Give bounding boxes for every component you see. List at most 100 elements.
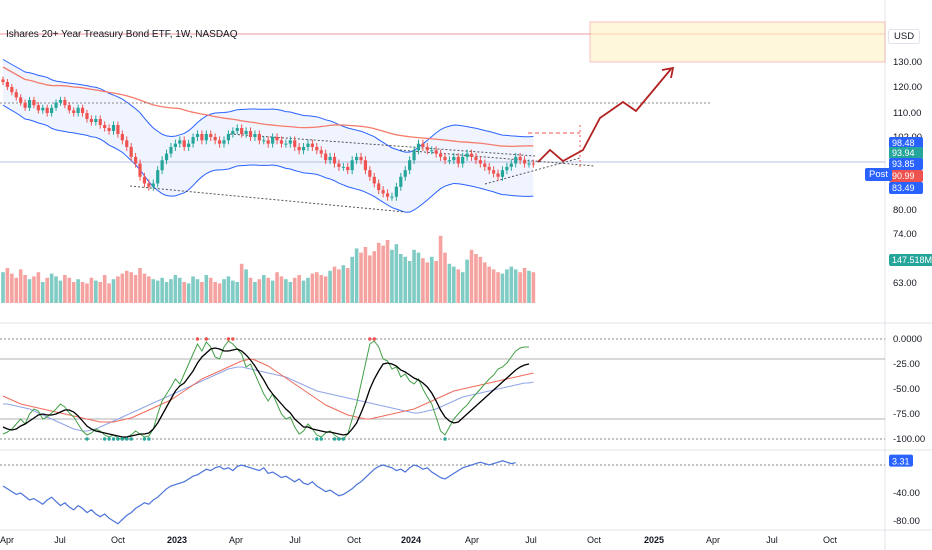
volume-bar [151, 279, 156, 303]
oscillator-axis-label: -75.00 [893, 409, 920, 420]
candle-body [341, 166, 345, 168]
candle-body [315, 146, 319, 151]
volume-bar [452, 266, 456, 303]
lower-value-tag [889, 454, 913, 467]
volume-bar [319, 275, 324, 303]
price-tag-label: 90.99 [892, 171, 915, 181]
price-axis-label: 80.00 [893, 205, 917, 216]
candle-body [164, 153, 169, 161]
candle-body [425, 146, 429, 151]
candle-body [120, 134, 124, 141]
trend-line [229, 133, 536, 157]
osc-oversold-dot [443, 437, 447, 441]
candle-body [522, 160, 527, 164]
osc-oversold-dot [85, 437, 89, 441]
candle-body [5, 82, 10, 87]
candle-body [111, 125, 116, 131]
price-tag [889, 137, 923, 149]
candle-body [461, 156, 465, 164]
volume-bar [253, 282, 257, 303]
band-fill [3, 59, 534, 213]
candle-body [430, 150, 434, 152]
volume-bar [257, 279, 262, 303]
time-axis-label: Oct [111, 535, 126, 545]
lower-line [2, 460, 516, 525]
volume-bar [434, 261, 438, 303]
time-axis-label: 2023 [167, 535, 187, 545]
volume-bar [18, 269, 23, 303]
candle-body [116, 125, 120, 134]
candle-body [487, 166, 491, 171]
post-label: Post [865, 168, 893, 181]
volume-bar [71, 282, 76, 303]
oscillator-axis-label: -25.00 [893, 359, 920, 370]
volume-bar [416, 252, 421, 303]
volume-bar [390, 249, 394, 303]
volume-bar [204, 275, 209, 303]
price-tag [889, 147, 923, 159]
volume-bar [359, 252, 363, 303]
price-tag-label: 93.85 [892, 159, 915, 169]
candle-body [301, 146, 306, 151]
lower-axis-label: -80.00 [893, 516, 920, 527]
volume-bar [491, 269, 496, 303]
candle-body [23, 102, 27, 108]
candle-body [262, 140, 266, 142]
volume-bar [474, 254, 478, 303]
time-axis-label: Jul [766, 535, 778, 545]
price-axis-label: 120.00 [893, 82, 922, 93]
time-axis-label: Apr [465, 535, 479, 545]
symbol-title[interactable]: Ishares 20+ Year Treasury Bond ETF, 1W, … [6, 29, 238, 40]
volume-bar [407, 261, 412, 303]
candle-body [231, 131, 235, 134]
candle-body [447, 160, 452, 162]
candle-body [363, 160, 368, 171]
volume-bar [102, 275, 107, 303]
candle-body [187, 143, 191, 147]
candle-body [54, 102, 58, 108]
volume-bar [301, 280, 306, 303]
osc-oversold-dot [107, 437, 111, 441]
candle-body [36, 105, 40, 111]
osc-overbought-dot [368, 337, 372, 341]
candle-body [248, 131, 253, 137]
candle-body [63, 100, 67, 106]
volume-bar [460, 272, 465, 303]
candle-body [209, 134, 213, 137]
trend-line [484, 157, 581, 185]
candle-body [390, 196, 394, 198]
candle-body [103, 125, 107, 128]
volume-bar [147, 276, 151, 303]
time-axis-label: Apr [0, 535, 14, 545]
candle-body [403, 170, 407, 177]
volume-bar [67, 277, 72, 303]
volume-bar [412, 249, 416, 303]
volume-bar [80, 282, 85, 303]
volume-bar [522, 268, 527, 303]
time-axis-label: Jul [54, 535, 66, 545]
candle-body [306, 143, 310, 147]
candle-body [200, 134, 204, 141]
volume-bar [438, 235, 443, 303]
osc-overbought-dot [195, 337, 200, 341]
osc-oversold-dot [319, 437, 323, 441]
volume-bar [244, 269, 248, 303]
volume-bar [155, 280, 160, 303]
osc-signal-line [2, 358, 534, 423]
volume-bar [261, 275, 266, 303]
volume-bar [509, 266, 514, 303]
candle-body [297, 146, 301, 151]
candle-body [355, 156, 359, 161]
volume-bar [173, 275, 178, 303]
volume-bar [394, 244, 399, 303]
price-tag-label: 98.48 [892, 138, 915, 148]
volume-bar [399, 254, 403, 303]
volume-bar [89, 277, 94, 303]
osc-ma-line [3, 366, 534, 432]
time-axis-label: Oct [347, 535, 362, 545]
volume-bar [381, 245, 385, 303]
volume-bar [63, 275, 67, 303]
currency-selector[interactable]: USD [888, 29, 921, 44]
osc-fast-line [2, 340, 529, 440]
candle-body [452, 156, 456, 161]
